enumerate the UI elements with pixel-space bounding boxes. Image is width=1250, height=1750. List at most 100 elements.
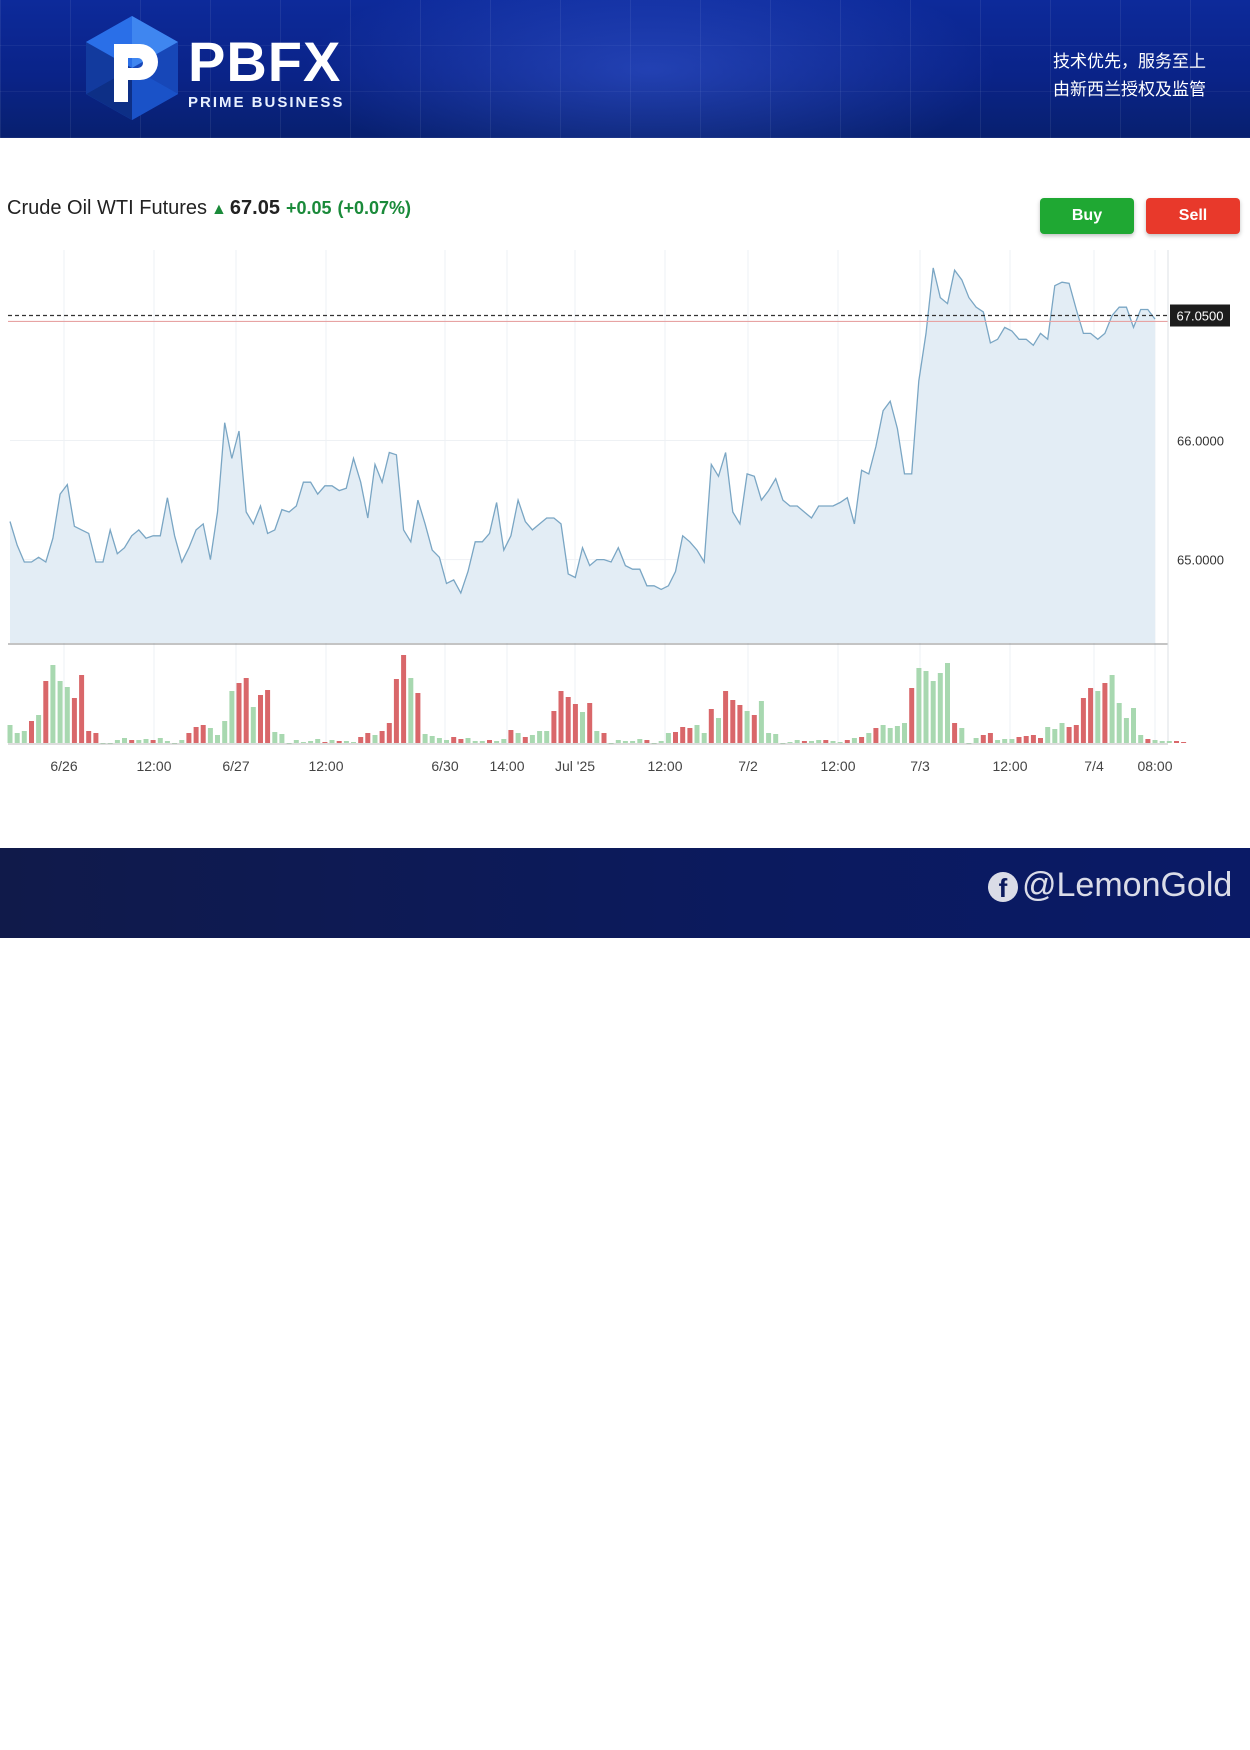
price-area bbox=[10, 267, 1155, 643]
volume-bar bbox=[64, 687, 70, 743]
volume-bar bbox=[1066, 727, 1072, 743]
volume-bar bbox=[766, 733, 772, 743]
volume-bar bbox=[1002, 739, 1008, 743]
price-chart[interactable]: 67.0500 66.0000 65.0000 6/26 12:00 6/27 12:00 6… bbox=[0, 240, 1250, 780]
volume-bar bbox=[701, 733, 707, 743]
volume-bar bbox=[86, 731, 92, 743]
volume-bar bbox=[279, 734, 285, 743]
volume-bar bbox=[300, 742, 306, 743]
y-tick-label: 65.0000 bbox=[1177, 553, 1224, 568]
volume-bar bbox=[129, 740, 135, 743]
volume-bar bbox=[336, 741, 342, 743]
volume-bar bbox=[415, 693, 421, 743]
volume-bar bbox=[50, 665, 56, 743]
x-tick-label: 7/3 bbox=[910, 758, 930, 774]
price-change-percent: (+0.07%) bbox=[337, 198, 412, 218]
volume-bar bbox=[458, 739, 464, 743]
volume-bar bbox=[186, 733, 192, 743]
volume-bar bbox=[7, 725, 13, 743]
volume-bar bbox=[1109, 675, 1115, 743]
x-tick-label: 7/2 bbox=[738, 758, 758, 774]
volume-bar bbox=[615, 740, 621, 743]
volume-bar bbox=[243, 678, 249, 743]
x-tick-label: 6/26 bbox=[50, 758, 77, 774]
slogan: 技术优先，服务至上 由新西兰授权及监管 bbox=[1053, 48, 1206, 104]
x-tick-label: 6/27 bbox=[222, 758, 249, 774]
volume-bar bbox=[1138, 735, 1144, 743]
volume-bar bbox=[315, 739, 321, 743]
ticker-header: Crude Oil WTI Futures ▲ 67.05 +0.05 (+0.07%) bbox=[7, 197, 411, 220]
volume-bar bbox=[844, 740, 850, 743]
volume-bar bbox=[1059, 723, 1065, 743]
volume-bar bbox=[937, 673, 943, 743]
volume-bar bbox=[1116, 703, 1122, 743]
volume-bar bbox=[43, 681, 49, 743]
volume-bar bbox=[107, 743, 113, 744]
volume-bar bbox=[393, 679, 399, 743]
volume-bar bbox=[572, 704, 578, 743]
volume-bar bbox=[1131, 708, 1136, 743]
volume-bar bbox=[401, 655, 407, 743]
volume-bar bbox=[465, 738, 471, 743]
volume-bar bbox=[1181, 742, 1187, 743]
volume-bar bbox=[529, 735, 535, 743]
volume-bar bbox=[851, 738, 857, 743]
brand-wordmark: PBFX PRIME BUSINESS bbox=[188, 34, 344, 112]
volume-bar bbox=[980, 735, 986, 743]
volume-bar bbox=[322, 742, 328, 743]
volume-bar bbox=[1009, 739, 1015, 743]
volume-bar bbox=[143, 739, 149, 743]
volume-bar bbox=[630, 741, 636, 743]
volume-bar bbox=[594, 731, 600, 743]
volume-bar bbox=[751, 715, 757, 743]
volume-bar bbox=[1030, 735, 1036, 743]
volume-bar bbox=[472, 741, 478, 743]
buy-button[interactable]: Buy bbox=[1040, 198, 1134, 234]
volume-bar bbox=[436, 738, 442, 743]
x-tick-label: 7/4 bbox=[1084, 758, 1104, 774]
volume-bar bbox=[758, 701, 764, 743]
volume-bar bbox=[894, 726, 900, 743]
volume-bar bbox=[1080, 698, 1086, 743]
volume-bar bbox=[809, 741, 814, 743]
volume-bar bbox=[1038, 738, 1043, 743]
volume-bar bbox=[787, 742, 793, 743]
x-tick-label: 14:00 bbox=[489, 758, 524, 774]
volume-bar bbox=[479, 741, 485, 743]
volume-bar bbox=[501, 739, 507, 743]
volume-bar bbox=[193, 727, 199, 743]
volume-bar bbox=[100, 743, 106, 744]
volume-bar bbox=[737, 705, 743, 743]
volume-bar bbox=[1023, 736, 1029, 743]
volume-bar bbox=[916, 668, 922, 743]
volume-bar bbox=[386, 723, 392, 743]
volume-bar bbox=[987, 733, 993, 743]
volume-bar bbox=[622, 741, 628, 743]
volume-bar bbox=[716, 718, 721, 743]
volume-bar bbox=[200, 725, 206, 743]
volume-bar bbox=[801, 741, 807, 743]
volume-bar bbox=[508, 730, 514, 743]
volume-bar bbox=[1102, 683, 1108, 743]
volume-bar bbox=[744, 711, 750, 743]
volume-bar bbox=[351, 742, 356, 743]
volume-bar bbox=[658, 741, 664, 743]
volume-bar bbox=[866, 733, 872, 743]
volume-bar bbox=[902, 723, 907, 743]
volume-bar bbox=[272, 732, 278, 743]
volume-bar bbox=[494, 741, 500, 743]
slogan-line-1: 技术优先，服务至上 bbox=[1053, 52, 1206, 72]
header-glow bbox=[300, 0, 1000, 138]
volume-bar bbox=[522, 737, 528, 743]
last-price: 67.05 bbox=[229, 197, 280, 219]
volume-bar bbox=[444, 740, 449, 743]
volume-bar bbox=[429, 736, 435, 743]
volume-bar bbox=[687, 728, 693, 743]
volume-bar bbox=[343, 741, 349, 743]
volume-bar bbox=[1045, 727, 1051, 743]
volume-bar bbox=[515, 733, 521, 743]
sell-button[interactable]: Sell bbox=[1146, 198, 1240, 234]
volume-bar bbox=[215, 735, 220, 743]
volume-bar bbox=[551, 711, 557, 743]
volume-bar bbox=[329, 740, 335, 743]
